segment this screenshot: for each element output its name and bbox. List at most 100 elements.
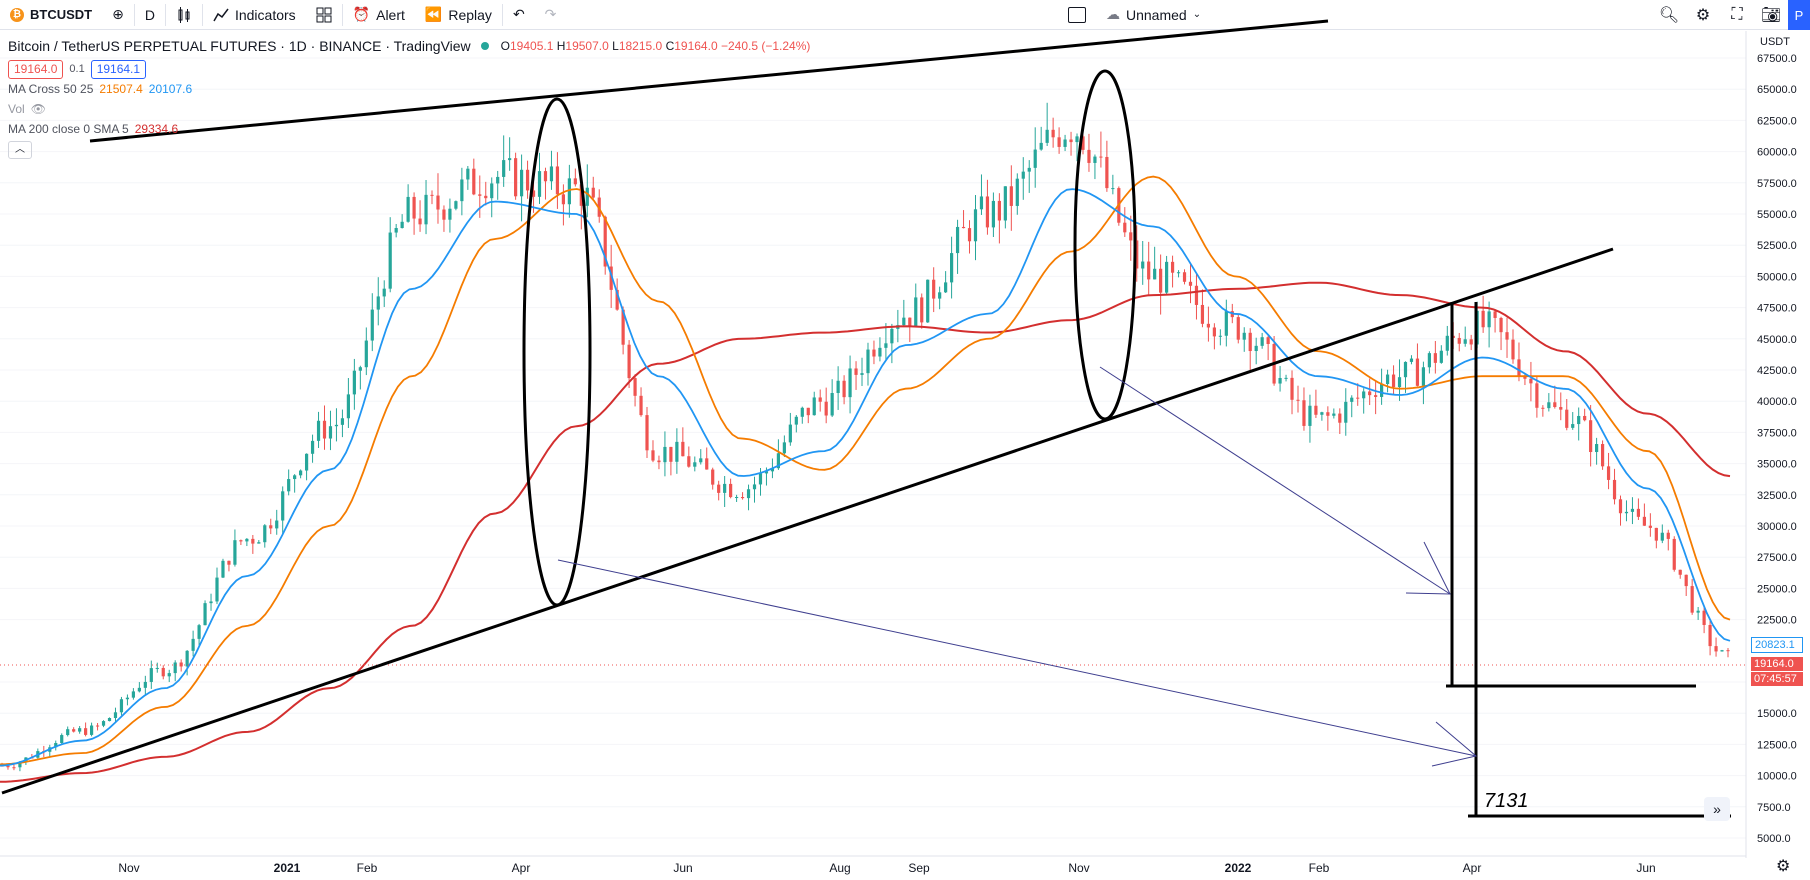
candle-body — [101, 721, 106, 726]
candle-body — [639, 395, 643, 416]
price-axis-labels: 67500.0 65000.0 62500.0 60000.0 57500.0 55000… — [1757, 53, 1797, 845]
ma-cross-label[interactable]: MA Cross 50 25 — [8, 82, 94, 96]
candle-body — [478, 194, 482, 196]
candle-body — [299, 470, 303, 476]
indicators-button[interactable]: Indicators — [203, 0, 306, 30]
candle-body — [496, 176, 500, 184]
candle-body — [1654, 527, 1658, 541]
candle-body — [1511, 339, 1515, 360]
candle-body — [245, 538, 249, 542]
candle-body — [388, 232, 392, 289]
candle-body — [149, 668, 153, 682]
ma200-label[interactable]: MA 200 close 0 SMA 5 — [8, 122, 129, 136]
candle-body — [866, 349, 870, 374]
candle-body — [812, 397, 816, 416]
candle-body — [400, 221, 404, 229]
candle-body — [758, 473, 763, 485]
templates-button[interactable] — [306, 0, 342, 30]
candle-body — [1696, 610, 1700, 613]
fullscreen-button[interactable]: ⛶ — [1720, 0, 1754, 30]
candle-body — [364, 340, 368, 368]
candles-icon — [178, 6, 190, 23]
candle-body — [561, 194, 565, 205]
chart-settings-button[interactable]: ⚙ — [1776, 856, 1790, 876]
candle-body — [1194, 285, 1199, 305]
search-button[interactable]: 🔍︎ — [1652, 0, 1686, 30]
candle-body — [920, 297, 924, 323]
price-tick-label: 42500.0 — [1757, 365, 1797, 377]
candle-body — [788, 424, 792, 443]
candle-body — [1660, 532, 1664, 541]
candle-body — [1368, 391, 1372, 396]
candle-body — [746, 489, 751, 499]
price-tick-label: 50000.0 — [1757, 271, 1797, 283]
candle-body — [949, 253, 954, 283]
layout-name-label: Unnamed — [1126, 6, 1187, 23]
currency-label[interactable]: USDT — [1760, 36, 1790, 48]
undo-button[interactable]: ↶ — [503, 0, 535, 30]
candle-body — [197, 625, 201, 639]
publish-button[interactable]: P — [1788, 0, 1810, 30]
candle-body — [322, 420, 327, 439]
candle-body — [78, 728, 82, 732]
candle-body — [173, 662, 177, 674]
candle-body — [1308, 405, 1312, 426]
hidden-eye-icon[interactable]: 👁︎ — [30, 102, 46, 116]
layout-name-button[interactable]: ☁ Unnamed ⌄ — [1096, 0, 1211, 30]
volume-label[interactable]: Vol — [8, 102, 25, 116]
candle-body — [991, 200, 996, 228]
buy-price-box[interactable]: 19164.1 — [90, 59, 147, 79]
ma-fast-line — [0, 188, 1731, 767]
candle-body — [1517, 359, 1521, 377]
collapse-legend-button[interactable]: ︿ — [8, 141, 32, 159]
indicators-label: Indicators — [234, 6, 296, 23]
interval-button[interactable]: D — [135, 0, 165, 30]
alert-label: Alert — [376, 6, 405, 23]
candle-body — [878, 347, 882, 357]
candle-body — [794, 416, 798, 425]
candle-body — [645, 415, 649, 451]
bitcoin-logo-icon: ₿ — [10, 7, 24, 22]
candle-body — [1170, 261, 1175, 273]
top-toolbar: ₿ BTCUSDT ⊕ D Indicators ⏰ Alert ⏪ Repla… — [0, 0, 1810, 30]
symbol-search[interactable]: ₿ BTCUSDT — [0, 0, 102, 30]
candle-body — [84, 728, 88, 735]
candle-body — [1147, 261, 1151, 280]
price-tick-label: 67500.0 — [1757, 53, 1797, 65]
scroll-to-realtime-button[interactable]: » — [1704, 797, 1730, 821]
candle-body — [884, 343, 888, 348]
alert-button[interactable]: ⏰ Alert — [343, 0, 415, 30]
compare-button[interactable]: ⊕ — [102, 0, 134, 30]
candle-body — [412, 196, 416, 219]
low-value: 18215.0 — [618, 39, 663, 53]
replay-button[interactable]: ⏪ Replay — [415, 0, 502, 30]
settings-button[interactable]: ⚙ — [1686, 0, 1720, 30]
candle-body — [525, 169, 530, 191]
chart-type-button[interactable] — [166, 0, 202, 30]
time-tick-label: Apr — [1463, 861, 1482, 875]
candle-body — [1642, 516, 1646, 526]
candle-body — [1224, 311, 1228, 336]
toggle-layout-button[interactable] — [1058, 0, 1096, 30]
candle-body — [1165, 261, 1169, 293]
candle-body — [1565, 409, 1569, 428]
candle-body — [60, 735, 64, 744]
candle-body — [143, 681, 147, 688]
candle-body — [1630, 508, 1635, 512]
candle-body — [1374, 395, 1378, 397]
candle-body — [1320, 412, 1324, 415]
candle-body — [585, 187, 589, 206]
snapshot-button[interactable]: 📷︎ — [1754, 0, 1788, 30]
redo-icon: ↷ — [544, 6, 557, 22]
candle-body — [1720, 650, 1724, 652]
candle-body — [1445, 335, 1449, 351]
candle-body — [18, 762, 22, 768]
candle-body — [328, 426, 333, 439]
close-value: 19164.0 — [674, 39, 718, 53]
sell-price-box[interactable]: 19164.0 — [8, 59, 64, 79]
candle-body — [340, 418, 345, 425]
candle-body — [1093, 156, 1097, 163]
redo-button[interactable]: ↷ — [535, 0, 567, 30]
divider — [201, 3, 203, 26]
